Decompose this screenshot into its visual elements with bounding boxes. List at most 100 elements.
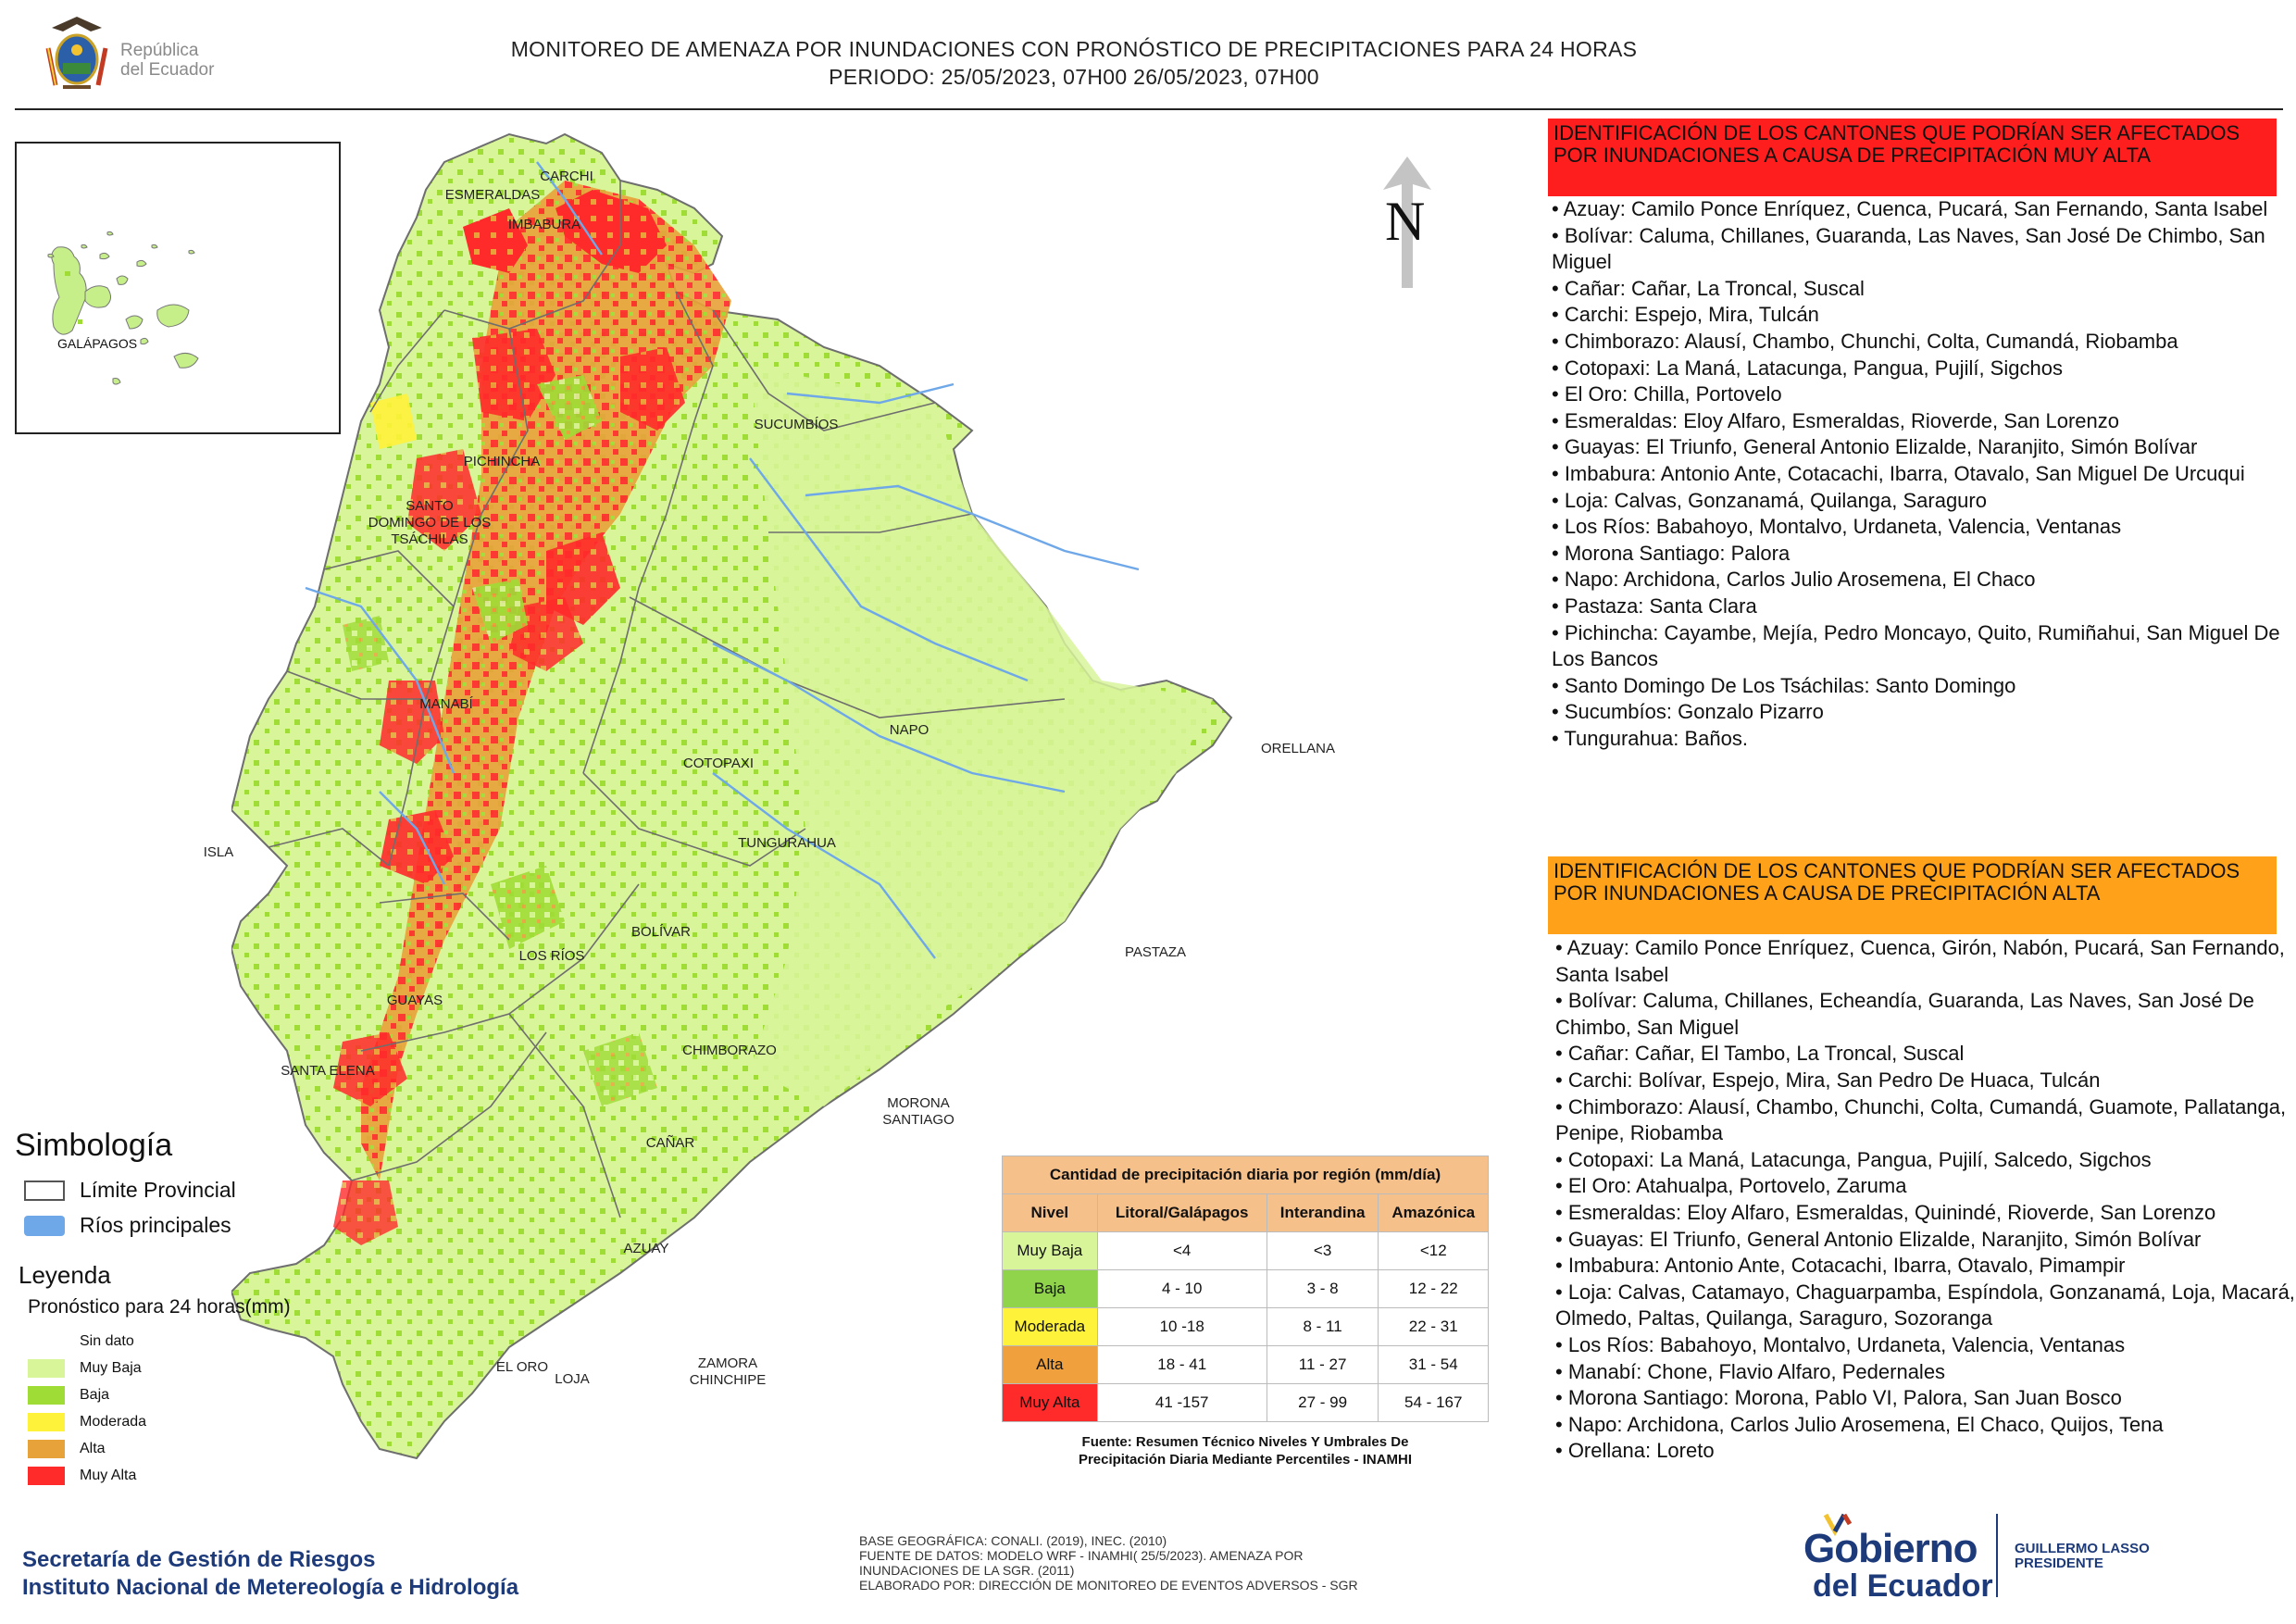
republica-coat-of-arms-logo [35, 11, 119, 99]
rios-label: Ríos principales [80, 1213, 231, 1237]
galapagos-inset: GALÁPAGOS [15, 142, 341, 434]
gob-line1: Gobierno [1803, 1526, 1978, 1571]
amazonica-cell: 12 - 22 [1378, 1269, 1489, 1308]
label-santo-domingo: SANTO DOMINGO DE LOS TSÁCHILAS [368, 498, 492, 547]
interandina-cell: 27 - 99 [1266, 1383, 1379, 1422]
nivel-cell: Alta [1002, 1345, 1098, 1384]
list-item: • Guayas: El Triunfo, General Antonio El… [1552, 435, 2198, 459]
north-label: N [1385, 191, 1426, 252]
table-header: Amazónica [1378, 1193, 1489, 1232]
muy-baja-swatch [28, 1358, 65, 1378]
republica-text-line2: del Ecuador [120, 60, 215, 80]
legend-item: Muy Baja [28, 1355, 146, 1381]
label-el-oro: EL ORO [495, 1359, 549, 1375]
label-los-rios: LOS RÍOS [518, 948, 585, 964]
legend-limite-row: Límite Provincial [24, 1178, 236, 1203]
label-orellana: ORELLANA [1260, 741, 1336, 756]
base-geografica-credits: BASE GEOGRÁFICA: CONALI. (2019), INEC. (… [859, 1533, 1358, 1593]
legend-item: Sin dato [28, 1328, 146, 1355]
list-item: • Los Ríos: Babahoyo, Montalvo, Urdaneta… [1552, 515, 2122, 539]
map-title: MONITOREO DE AMENAZA POR INUNDACIONES CO… [481, 35, 1666, 91]
list-item: • Manabí: Chone, Flavio Alfaro, Pedernal… [1555, 1359, 1946, 1383]
list-item: • Carchi: Bolívar, Espejo, Mira, San Ped… [1555, 1068, 2101, 1092]
label-morona-santiago: MORONA SANTIAGO [882, 1095, 955, 1128]
header-divider [15, 108, 2283, 110]
rivers [305, 161, 1140, 959]
interandina-cell: 3 - 8 [1266, 1269, 1379, 1308]
legend-rios-row: Ríos principales [24, 1213, 231, 1238]
list-item: • Bolívar: Caluma, Chillanes, Echeandía,… [1555, 989, 2254, 1039]
table-header: Litoral/Galápagos [1096, 1193, 1267, 1232]
list-item: • Bolívar: Caluma, Chillanes, Guaranda, … [1552, 223, 2265, 274]
label-azuay: AZUAY [623, 1241, 669, 1256]
legend-item-label: Alta [80, 1440, 106, 1456]
label-tungurahua: TUNGURAHUA [738, 835, 836, 851]
list-item: • Santo Domingo De Los Tsáchilas: Santo … [1552, 673, 2016, 697]
list-item: • Morona Santiago: Palora [1552, 541, 1791, 565]
table-row: Baja 4 - 10 3 - 8 12 - 22 [1002, 1269, 1489, 1308]
moderada-swatch [28, 1412, 65, 1431]
limite-label: Límite Provincial [80, 1178, 236, 1202]
list-item: • Cotopaxi: La Maná, Latacunga, Pangua, … [1555, 1147, 2152, 1171]
legend-item-label: Baja [80, 1386, 110, 1403]
list-item: • Cañar: Cañar, El Tambo, La Troncal, Su… [1555, 1042, 1965, 1066]
list-item: • Sucumbíos: Gonzalo Pizarro [1552, 700, 1824, 724]
label-chimborazo: CHIMBORAZO [682, 1043, 777, 1058]
sin-dato-swatch [28, 1331, 65, 1351]
muy-alta-swatch [28, 1466, 65, 1485]
nivel-cell: Muy Alta [1002, 1383, 1098, 1422]
alta-swatch [28, 1439, 65, 1458]
gob-line2: del Ecuador [1813, 1568, 1993, 1604]
base-line3: INUNDACIONES DE LA SGR. (2011) [859, 1563, 1075, 1578]
legend-items: Sin dato Muy Baja Baja Moderada Alta Muy… [28, 1328, 146, 1489]
label-canar: CAÑAR [645, 1135, 695, 1151]
label-cotopaxi: COTOPAXI [682, 756, 755, 771]
table-source-line1: Fuente: Resumen Técnico Niveles Y Umbral… [1081, 1434, 1409, 1450]
list-item: • Carchi: Espejo, Mira, Tulcán [1552, 303, 1819, 327]
list-item: • Cañar: Cañar, La Troncal, Suscal [1552, 276, 1865, 300]
list-item: • Chimborazo: Alausí, Chambo, Chunchi, C… [1552, 329, 2178, 353]
list-item: • Guayas: El Triunfo, General Antonio El… [1555, 1227, 2202, 1251]
interandina-cell: <3 [1266, 1231, 1379, 1270]
list-item: • Napo: Archidona, Carlos Julio Arosemen… [1555, 1412, 2164, 1436]
list-item: • Esmeraldas: Eloy Alfaro, Esmeraldas, Q… [1555, 1200, 2216, 1224]
list-item: • Esmeraldas: Eloy Alfaro, Esmeraldas, R… [1552, 408, 2119, 432]
presidente-text: GUILLERMO LASSO PRESIDENTE [2015, 1542, 2150, 1571]
legend-item-label: Moderada [80, 1413, 147, 1430]
interandina-cell: 8 - 11 [1266, 1307, 1379, 1346]
list-item: • Napo: Archidona, Carlos Julio Arosemen… [1552, 568, 2036, 592]
table-row: Muy Baja <4 <3 <12 [1002, 1231, 1489, 1270]
organization-names: Secretaría de Gestión de Riesgos Institu… [22, 1546, 518, 1602]
amazonica-cell: 22 - 31 [1378, 1307, 1489, 1346]
high-precip-band [361, 181, 731, 1181]
list-item: • Tungurahua: Baños. [1552, 726, 1748, 750]
title-line1: MONITOREO DE AMENAZA POR INUNDACIONES CO… [510, 37, 1638, 61]
list-item: • Loja: Calvas, Catamayo, Chaguarpamba, … [1555, 1280, 2295, 1330]
ecuador-precipitation-map: CARCHI ESMERALDAS IMBABURA SUCUMBÍOS PIC… [204, 125, 1528, 1481]
republica-logo-text: República del Ecuador [120, 41, 214, 80]
table-header: Nivel [1002, 1193, 1098, 1232]
baja-swatch [28, 1385, 65, 1405]
table-row: Moderada 10 -18 8 - 11 22 - 31 [1002, 1307, 1489, 1346]
simbologia-title: Simbología [15, 1128, 173, 1163]
logo-divider [1996, 1514, 1998, 1597]
table-title: Cantidad de precipitación diaria por reg… [1002, 1156, 1489, 1194]
litoral-cell: 41 -157 [1096, 1383, 1267, 1422]
list-item: • Pastaza: Santa Clara [1552, 593, 1757, 618]
label-manabi: MANABÍ [419, 696, 473, 712]
table-header: Interandina [1266, 1193, 1379, 1232]
label-santa-elena: SANTA ELENA [281, 1063, 375, 1079]
north-arrow: N [1379, 153, 1435, 292]
nivel-cell: Baja [1002, 1269, 1098, 1308]
lasso-line1: GUILLERMO LASSO [2015, 1541, 2150, 1556]
label-esmeraldas: ESMERALDAS [444, 187, 541, 203]
leyenda-title: Leyenda [19, 1261, 111, 1289]
table-row: Muy Alta 41 -157 27 - 99 54 - 167 [1002, 1383, 1489, 1422]
rios-swatch [24, 1215, 65, 1236]
label-pichincha: PICHINCHA [463, 454, 541, 469]
list-item: • Azuay: Camilo Ponce Enríquez, Cuenca, … [1552, 197, 2268, 220]
list-item: • Los Ríos: Babahoyo, Montalvo, Urdaneta… [1555, 1332, 2126, 1356]
list-item: • Cotopaxi: La Maná, Latacunga, Pangua, … [1552, 356, 2063, 380]
litoral-cell: 4 - 10 [1096, 1269, 1267, 1308]
list-item: • Chimborazo: Alausí, Chambo, Chunchi, C… [1555, 1094, 2287, 1145]
